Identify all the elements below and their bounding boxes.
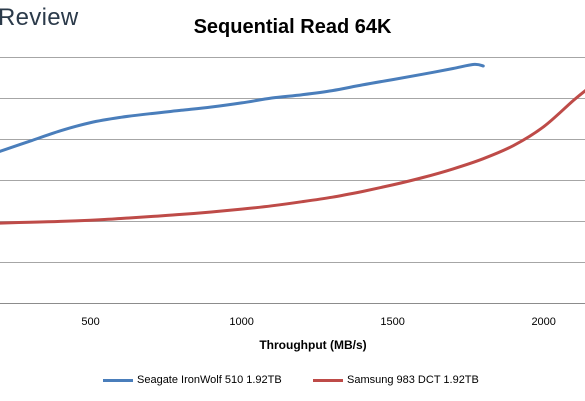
legend-item-seagate: Seagate IronWolf 510 1.92TB [103,372,282,388]
legend-item-samsung: Samsung 983 DCT 1.92TB [313,372,479,388]
legend-swatch-samsung [313,378,343,382]
x-tick-label: 1000 [229,316,253,328]
x-tick-label: 500 [81,316,99,328]
legend-swatch-seagate [103,378,133,382]
series-line-1 [0,89,585,225]
series-lines [0,62,585,225]
legend-label-samsung: Samsung 983 DCT 1.92TB [347,374,479,386]
x-tick-label: 1500 [380,316,404,328]
chart-title: Sequential Read 64K [193,16,392,38]
gridlines [0,57,585,304]
legend: Seagate IronWolf 510 1.92TB Samsung 983 … [0,372,585,388]
x-tick-label: 2000 [531,316,555,328]
x-tick-labels: 500 1000 1500 2000 [81,316,555,328]
x-axis-label: Throughput (MB/s) [259,338,367,352]
brand-logo: Review [0,4,79,31]
series-line-0 [0,62,485,153]
legend-label-seagate: Seagate IronWolf 510 1.92TB [137,374,282,386]
